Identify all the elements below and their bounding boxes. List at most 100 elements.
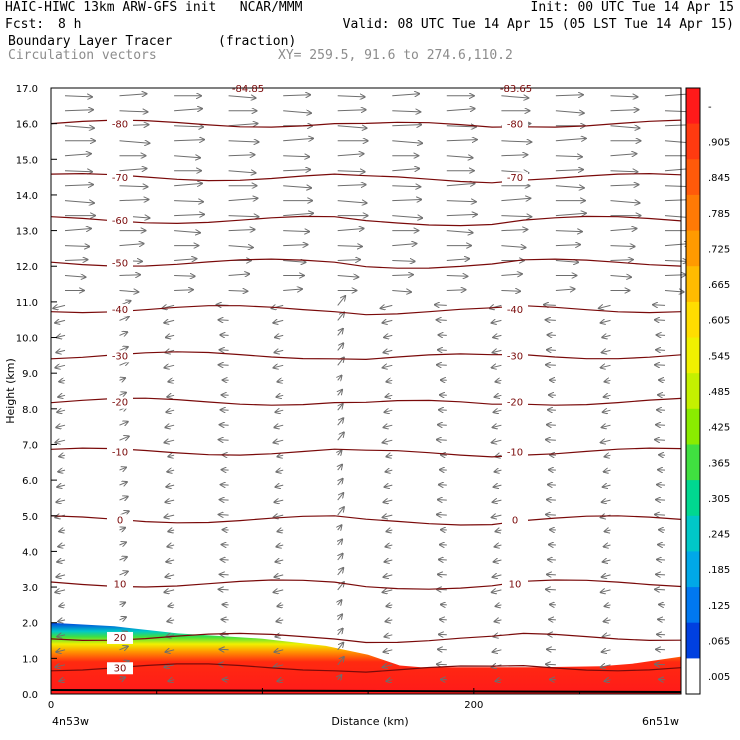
wind-vector bbox=[59, 605, 66, 606]
wind-vector bbox=[655, 515, 666, 516]
wind-vector bbox=[64, 171, 92, 172]
wind-vector bbox=[493, 500, 502, 502]
colorbar-swatch bbox=[686, 408, 700, 445]
wind-vector bbox=[228, 124, 258, 126]
wind-vector bbox=[337, 418, 344, 426]
contour-line bbox=[50, 515, 682, 526]
wind-vector bbox=[446, 140, 477, 141]
wind-vector bbox=[119, 169, 147, 171]
contour-line bbox=[50, 663, 682, 673]
wind-vector bbox=[274, 650, 284, 652]
wind-vector bbox=[283, 261, 305, 263]
top-label-left: -84.85 bbox=[232, 84, 264, 95]
wind-vector bbox=[337, 229, 364, 231]
x-end-right-label: 6n51w bbox=[642, 715, 679, 728]
wind-vector bbox=[657, 485, 666, 486]
wind-vector bbox=[337, 260, 360, 261]
wind-vector bbox=[274, 590, 284, 592]
wind-vector bbox=[446, 156, 473, 158]
wind-vector bbox=[437, 515, 447, 516]
wind-vector bbox=[168, 380, 175, 381]
contour-line bbox=[50, 579, 682, 590]
contour-label-bg bbox=[107, 304, 133, 317]
forecast-hour: 8 h bbox=[58, 17, 82, 32]
wind-vector bbox=[59, 380, 66, 381]
wind-vector bbox=[547, 350, 556, 351]
wind-vector bbox=[656, 425, 666, 426]
wind-vector bbox=[174, 183, 202, 185]
wind-vector bbox=[119, 316, 129, 320]
wind-vector bbox=[174, 276, 195, 277]
wind-vector bbox=[55, 590, 66, 592]
wind-vector bbox=[274, 440, 284, 442]
wind-vector bbox=[168, 605, 175, 606]
wind-vector bbox=[546, 515, 556, 516]
wind-vector bbox=[392, 275, 413, 276]
contour-label-bg bbox=[502, 118, 528, 131]
wind-vector bbox=[601, 320, 611, 323]
wind-vector bbox=[610, 126, 640, 128]
wind-vector bbox=[386, 455, 393, 456]
wind-vector bbox=[276, 545, 284, 547]
wind-vector bbox=[385, 485, 393, 487]
wind-vector bbox=[446, 290, 466, 291]
terrain-line bbox=[50, 689, 682, 693]
colorbar-swatch bbox=[686, 658, 700, 695]
wind-vector bbox=[602, 425, 611, 427]
wind-vector bbox=[604, 395, 611, 397]
wind-vector bbox=[547, 500, 556, 501]
wind-vector bbox=[494, 485, 502, 487]
wind-vector bbox=[58, 395, 66, 397]
wind-vector bbox=[381, 305, 393, 308]
wind-vector bbox=[53, 305, 66, 308]
wind-vector bbox=[604, 470, 611, 472]
wind-vector bbox=[167, 545, 175, 547]
wind-vector bbox=[438, 335, 447, 336]
wind-vector bbox=[64, 246, 89, 247]
wind-vector bbox=[56, 500, 66, 502]
colorbar-label: .545 bbox=[708, 351, 730, 362]
contour-label: -80 bbox=[507, 120, 523, 131]
wind-vector bbox=[656, 500, 666, 501]
wind-vector bbox=[119, 347, 128, 351]
wind-vector bbox=[273, 320, 284, 323]
contour-label: -80 bbox=[112, 120, 128, 131]
wind-vector bbox=[221, 485, 229, 486]
wind-vector bbox=[602, 500, 611, 502]
wind-vector bbox=[283, 231, 309, 232]
wind-vector bbox=[437, 320, 447, 321]
wind-vector bbox=[57, 635, 66, 637]
wind-vector bbox=[495, 470, 502, 472]
wind-vector bbox=[599, 305, 611, 308]
contour-label: 10 bbox=[114, 579, 127, 590]
wind-vector bbox=[501, 155, 527, 156]
y-tick-label: 2.0 bbox=[22, 619, 38, 630]
wind-vector bbox=[547, 574, 556, 575]
wind-vector bbox=[59, 455, 66, 456]
contour-label-bg bbox=[107, 578, 133, 591]
colorbar-label: .065 bbox=[708, 637, 730, 648]
wind-vector bbox=[166, 410, 175, 412]
wind-vector bbox=[119, 332, 128, 335]
contour-label-bg bbox=[502, 514, 528, 527]
wind-vector bbox=[276, 395, 284, 397]
colorbar-label: .125 bbox=[708, 601, 730, 612]
wind-vector bbox=[392, 244, 416, 246]
wind-vector bbox=[119, 111, 148, 112]
wind-vector bbox=[547, 649, 556, 650]
wind-vector bbox=[283, 213, 313, 215]
field-units: (fraction) bbox=[218, 34, 297, 49]
wind-vector bbox=[174, 214, 204, 215]
wind-vector bbox=[283, 170, 310, 171]
wind-vector bbox=[228, 141, 259, 142]
title-left: HAIC-HIWC 13km ARW-GFS init NCAR/MMM bbox=[5, 0, 303, 15]
contour-label-bg bbox=[107, 172, 133, 185]
contour-line bbox=[50, 172, 682, 184]
colorbar-swatch bbox=[686, 515, 700, 552]
wind-vector bbox=[174, 126, 203, 127]
wind-vector bbox=[164, 320, 175, 323]
colorbar-label: - bbox=[708, 102, 712, 113]
wind-vector bbox=[58, 545, 66, 547]
wind-vector bbox=[610, 246, 635, 247]
